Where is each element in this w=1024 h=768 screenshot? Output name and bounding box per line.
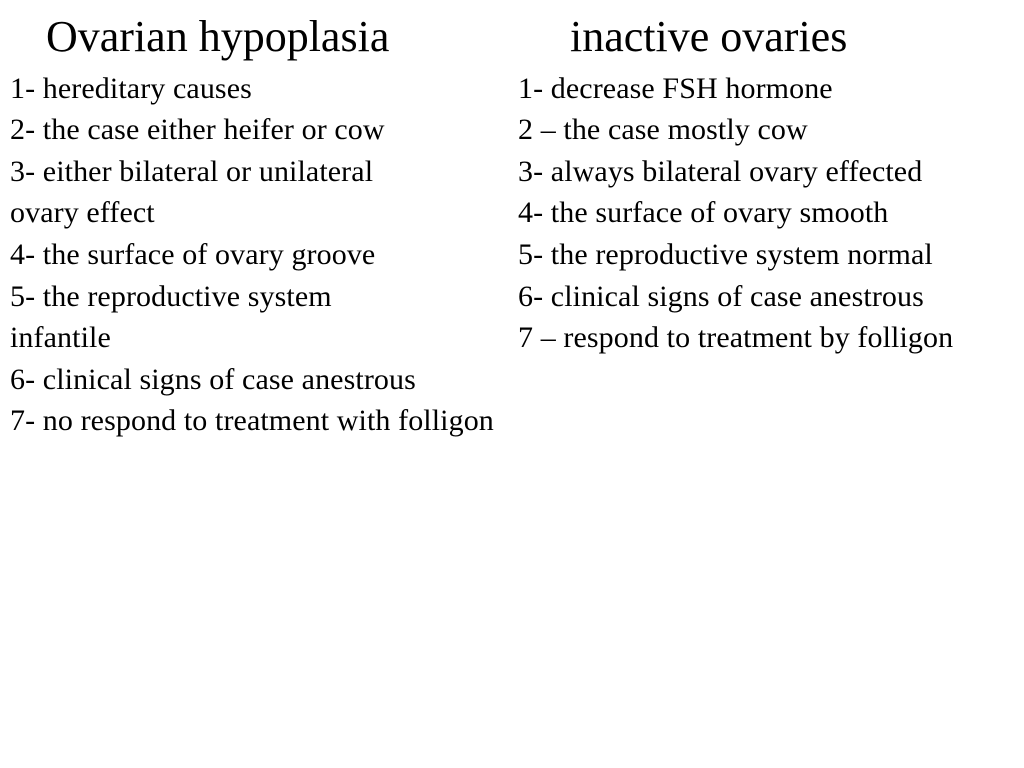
list-item: 3- either bilateral or unilateral <box>10 152 498 192</box>
list-item: 5- the reproductive system <box>10 277 498 317</box>
slide: Ovarian hypoplasia 1- hereditary causes … <box>0 0 1024 768</box>
list-item: 1- decrease FSH hormone <box>518 69 1006 109</box>
list-item: 7 – respond to treatment by folligon <box>518 318 1006 358</box>
left-heading: Ovarian hypoplasia <box>10 12 498 63</box>
list-item: 2- the case either heifer or cow <box>10 110 498 150</box>
list-item: ovary effect <box>10 193 498 233</box>
list-item: infantile <box>10 318 498 358</box>
list-item: 1- hereditary causes <box>10 69 498 109</box>
right-heading: inactive ovaries <box>518 12 1006 63</box>
right-list: 1- decrease FSH hormone 2 – the case mos… <box>518 69 1006 358</box>
left-list: 1- hereditary causes 2- the case either … <box>10 69 498 441</box>
list-item: 7- no respond to treatment with folligon <box>10 401 498 441</box>
left-column: Ovarian hypoplasia 1- hereditary causes … <box>10 12 506 758</box>
list-item: 4- the surface of ovary groove <box>10 235 498 275</box>
list-item: 2 – the case mostly cow <box>518 110 1006 150</box>
list-item: 4- the surface of ovary smooth <box>518 193 1006 233</box>
list-item: 3- always bilateral ovary effected <box>518 152 1006 192</box>
list-item: 6- clinical signs of case anestrous <box>518 277 1006 317</box>
list-item: 6- clinical signs of case anestrous <box>10 360 498 400</box>
right-column: inactive ovaries 1- decrease FSH hormone… <box>506 12 1014 758</box>
list-item: 5- the reproductive system normal <box>518 235 1006 275</box>
